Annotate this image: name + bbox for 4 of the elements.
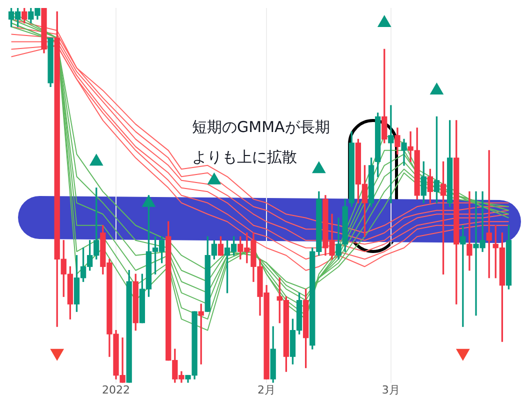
x-tick-label: 2022 [102, 383, 130, 396]
x-tick-label: 2月 [258, 383, 276, 396]
annotation: 短期のGMMAが長期よりも上に拡散 [192, 117, 331, 168]
x-tick-label: 3月 [382, 383, 400, 396]
